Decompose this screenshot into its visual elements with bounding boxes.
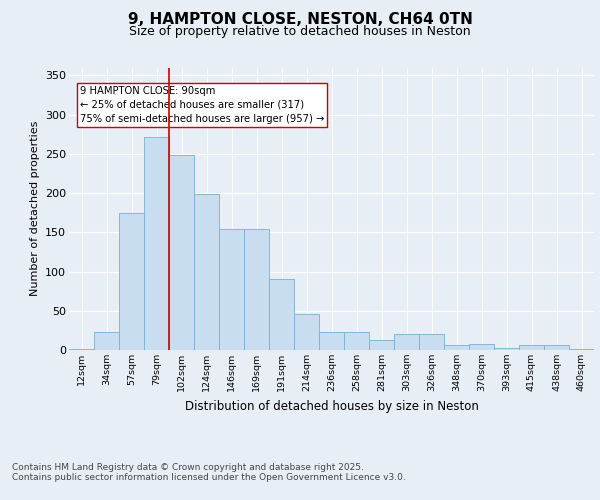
Bar (569, 349, 594, 350)
Y-axis label: Number of detached properties: Number of detached properties (29, 121, 40, 296)
Text: Contains HM Land Registry data © Crown copyright and database right 2025.: Contains HM Land Registry data © Crown c… (12, 462, 364, 471)
Bar (194, 194, 219, 350)
Bar (94, 332, 119, 350)
Bar (269, 280, 294, 350)
Bar (344, 332, 369, 350)
Text: Contains public sector information licensed under the Open Government Licence v3: Contains public sector information licen… (12, 472, 406, 482)
Bar (69, 349, 94, 350)
X-axis label: Distribution of detached houses by size in Neston: Distribution of detached houses by size … (185, 400, 478, 412)
Bar (244, 229, 269, 350)
Bar (219, 229, 244, 350)
Text: 9, HAMPTON CLOSE, NESTON, CH64 0TN: 9, HAMPTON CLOSE, NESTON, CH64 0TN (128, 12, 472, 28)
Text: Size of property relative to detached houses in Neston: Size of property relative to detached ho… (129, 25, 471, 38)
Bar (294, 314, 319, 350)
Bar (169, 156, 194, 350)
Bar (394, 334, 419, 350)
Bar (494, 348, 519, 350)
Bar (444, 346, 469, 350)
Bar (419, 334, 444, 350)
Bar (469, 344, 494, 350)
Text: 9 HAMPTON CLOSE: 90sqm
← 25% of detached houses are smaller (317)
75% of semi-de: 9 HAMPTON CLOSE: 90sqm ← 25% of detached… (79, 86, 324, 124)
Bar (519, 346, 544, 350)
Bar (319, 332, 344, 350)
Bar (144, 138, 169, 350)
Bar (544, 346, 569, 350)
Bar (119, 212, 144, 350)
Bar (369, 340, 394, 350)
